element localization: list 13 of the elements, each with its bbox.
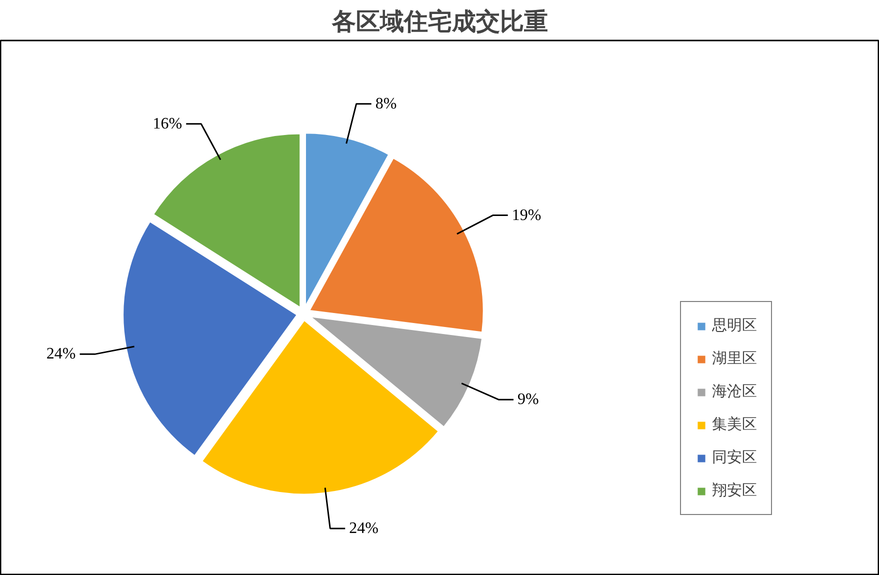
data-label: 19% (512, 206, 542, 224)
data-label: 8% (375, 95, 397, 112)
legend-label: 同安区 (712, 448, 757, 467)
legend-label: 集美区 (712, 415, 757, 434)
data-label: 24% (349, 520, 378, 537)
data-label: 9% (518, 391, 539, 408)
chart-title: 各区域住宅成交比重 (331, 8, 548, 36)
legend-label: 翔安区 (712, 481, 757, 500)
legend-label: 思明区 (712, 316, 757, 335)
data-label: 16% (152, 115, 182, 132)
legend-label: 湖里区 (712, 349, 757, 368)
data-label: 24% (46, 346, 76, 363)
legend-label: 海沧区 (712, 382, 757, 401)
